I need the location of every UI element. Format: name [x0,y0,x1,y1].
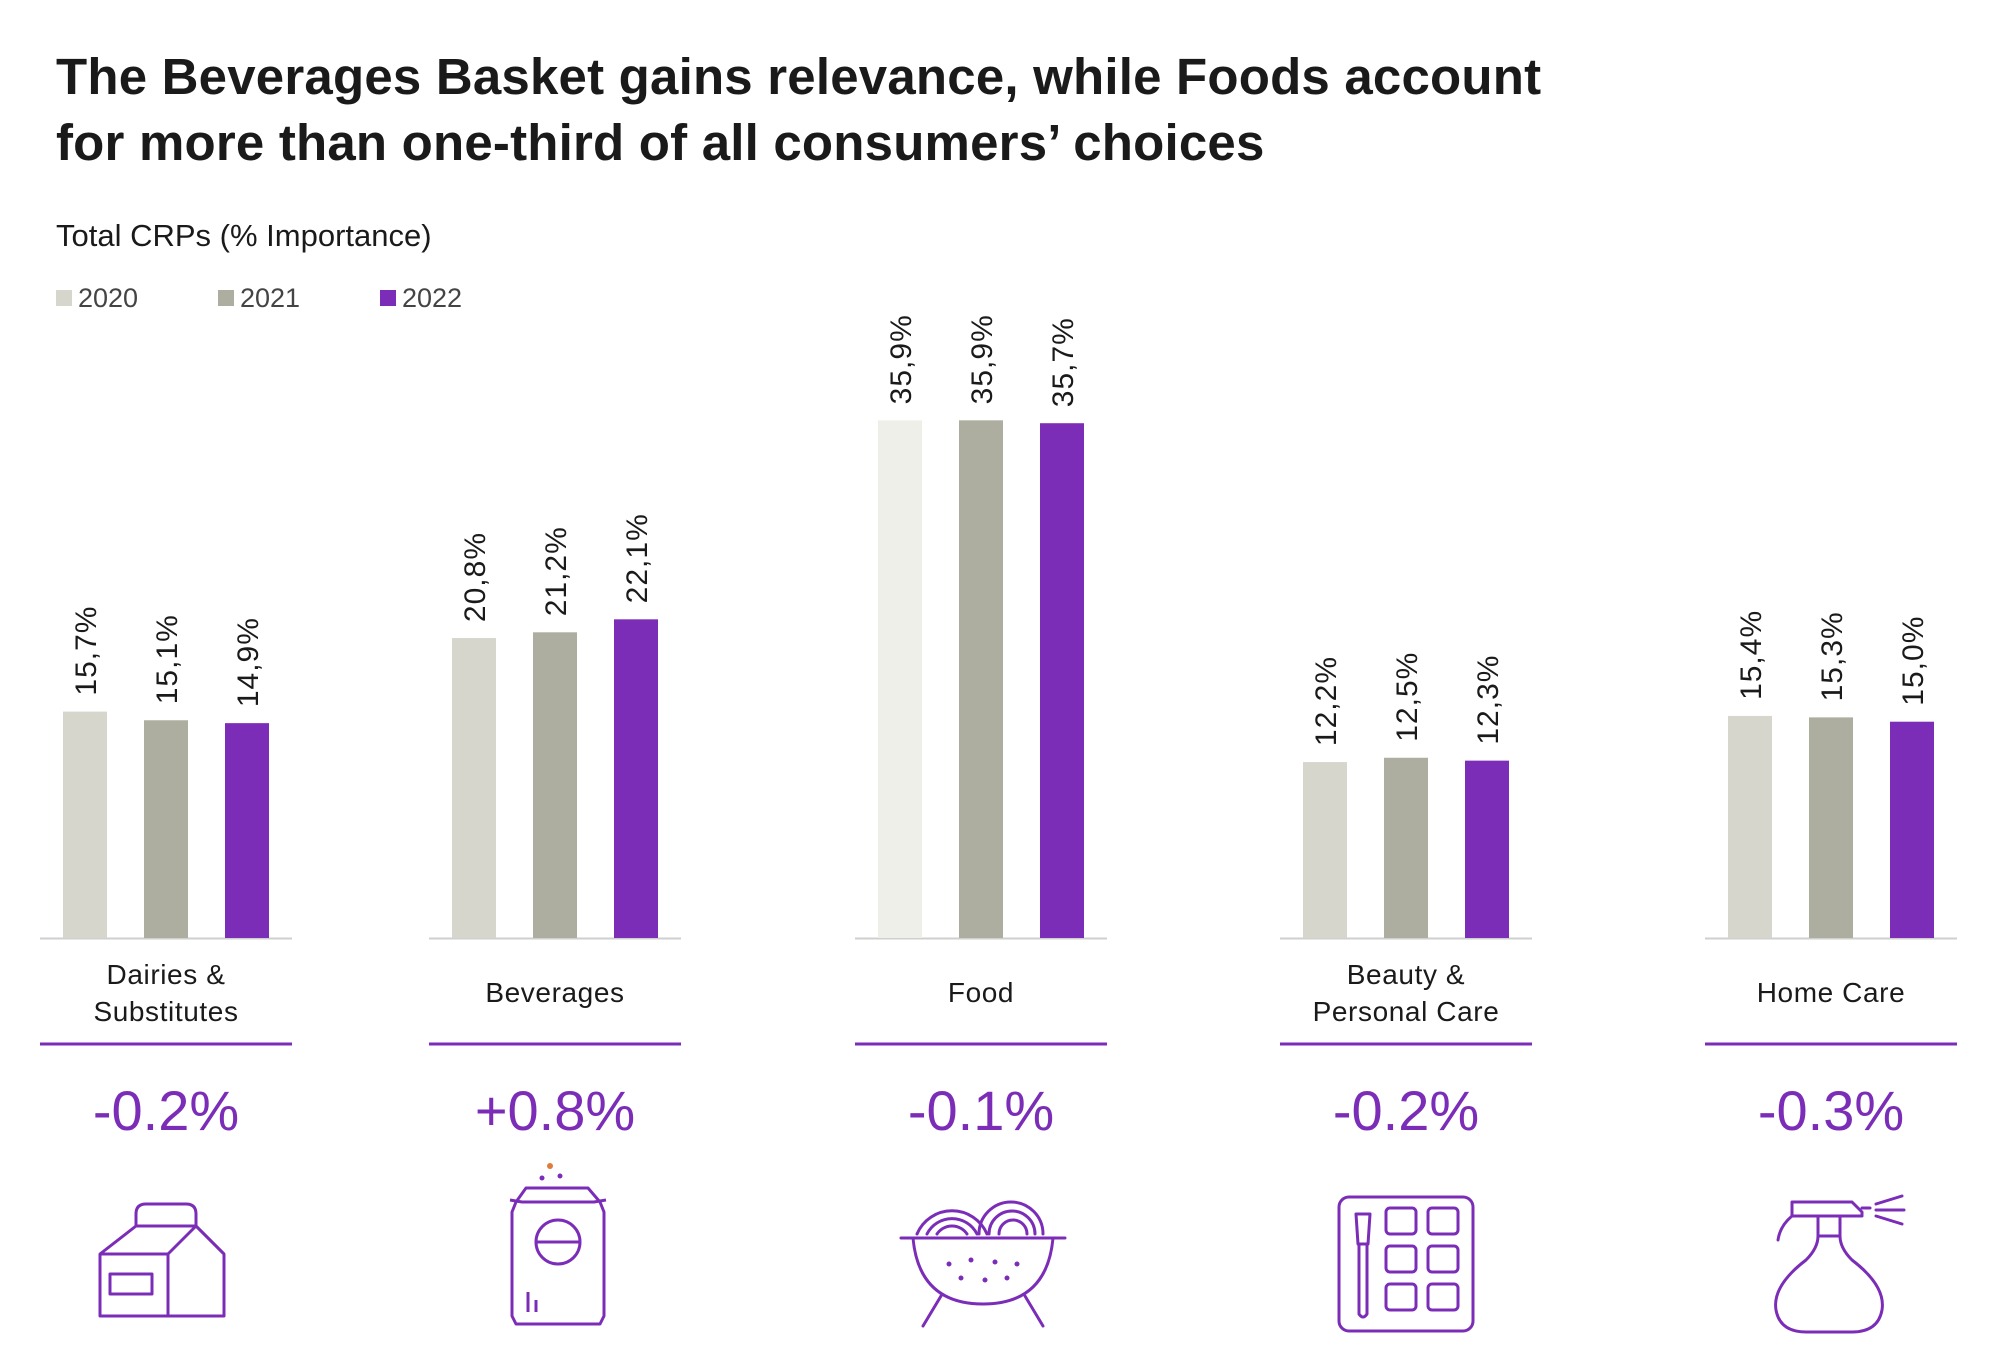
bar-dairies-substitutes-2022 [225,723,269,938]
category-label-line: Substitutes [93,996,239,1027]
category-label-food: Food [851,974,1111,1011]
chart-title-line-1: The Beverages Basket gains relevance, wh… [56,48,1542,105]
soda-can-icon [506,1160,616,1335]
chart-title-line-2: for more than one-third of all consumers… [56,114,1265,171]
change-value-beverages: +0.8% [474,1079,636,1142]
bar-beverages-2020 [452,638,496,938]
data-label-beauty-personal-care-2022: 12,3% [1472,655,1505,745]
category-label-beverages: Beverages [425,974,685,1011]
legend-swatch-2022 [380,290,396,306]
bar-home-care-2021 [1809,717,1853,938]
milk-carton-icon [96,1194,236,1339]
bar-food-2022 [1040,423,1084,938]
data-label-beverages-2021: 21,2% [540,526,573,616]
legend-label-2022: 2022 [402,283,463,313]
data-label-beauty-personal-care-2021: 12,5% [1391,652,1424,742]
bar-beauty-personal-care-2022 [1465,760,1509,938]
legend-swatch-2021 [218,290,234,306]
bar-beauty-personal-care-2020 [1303,762,1347,938]
data-label-dairies-substitutes-2021: 15,1% [151,614,184,704]
data-label-beverages-2022: 22,1% [621,513,654,603]
bar-beverages-2022 [614,619,658,938]
category-label-line: Dairies & [106,959,226,990]
change-value-home-care: -0.3% [1757,1079,1905,1142]
change-value-beauty-personal-care: -0.2% [1332,1079,1480,1142]
data-label-food-2020: 35,9% [885,314,918,404]
data-label-home-care-2020: 15,4% [1735,610,1768,700]
makeup-palette-icon [1336,1194,1476,1339]
bar-beverages-2021 [533,632,577,938]
bar-dairies-substitutes-2021 [144,720,188,938]
bar-beauty-personal-care-2021 [1384,757,1428,938]
category-label-line: Beverages [485,977,625,1008]
change-value-dairies-substitutes: -0.2% [92,1079,240,1142]
category-label-line: Home Care [1756,977,1906,1008]
bar-home-care-2022 [1890,721,1934,938]
category-label-line: Personal Care [1312,996,1500,1027]
data-label-beverages-2020: 20,8% [459,532,492,622]
category-label-line: Beauty & [1346,959,1466,990]
legend-label-2021: 2021 [240,283,301,313]
data-label-dairies-substitutes-2020: 15,7% [70,606,103,696]
data-label-food-2021: 35,9% [966,314,999,404]
data-label-food-2022: 35,7% [1047,317,1080,407]
category-label-dairies-substitutes: Dairies & Substitutes [36,956,296,1030]
legend-swatch-2020 [56,290,72,306]
chart-subtitle: Total CRPs (% Importance) [56,218,432,253]
legend-label-2020: 2020 [78,283,139,313]
data-label-home-care-2022: 15,0% [1897,616,1930,706]
spray-bottle-icon [1762,1186,1912,1341]
data-label-dairies-substitutes-2022: 14,9% [232,617,265,707]
chart-title: The Beverages Basket gains relevance, wh… [56,44,1856,176]
data-label-beauty-personal-care-2020: 12,2% [1310,656,1343,746]
change-value-food: -0.1% [907,1079,1055,1142]
category-label-line: Food [947,977,1015,1008]
bar-home-care-2020 [1728,715,1772,938]
bar-dairies-substitutes-2020 [63,711,107,938]
food-bowl-icon [893,1194,1073,1339]
bar-food-2021 [959,420,1003,938]
category-label-home-care: Home Care [1701,974,1961,1011]
category-label-beauty-personal-care: Beauty & Personal Care [1276,956,1536,1030]
bar-food-2020 [878,420,922,938]
data-label-home-care-2021: 15,3% [1816,611,1849,701]
